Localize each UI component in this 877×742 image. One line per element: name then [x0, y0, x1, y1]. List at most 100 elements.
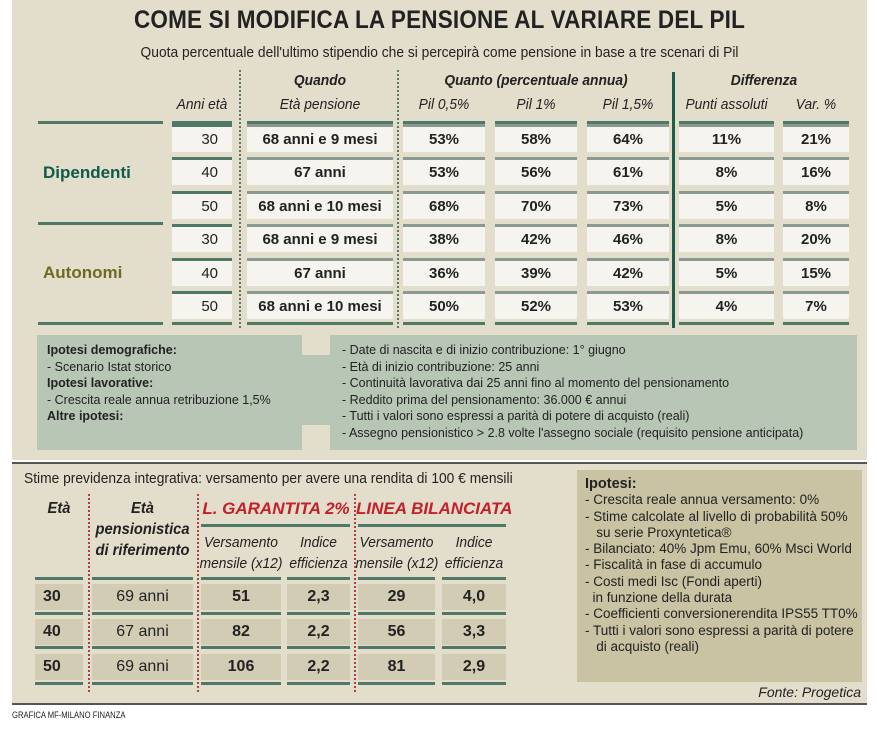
header-rule: [783, 121, 849, 124]
column-separator: [88, 494, 90, 692]
header-differenza: Differenza: [730, 72, 798, 89]
header-rule: [201, 524, 350, 527]
row-rule: [442, 612, 506, 615]
table-cell: 53%: [403, 157, 485, 186]
header-versamento: Versamento: [359, 534, 434, 551]
ipotesi-line: - Costi medi Isc (Fondi aperti): [585, 573, 763, 589]
row-rule: [358, 646, 435, 649]
header-indice: Indice: [300, 534, 337, 551]
hypothesis-line: - Date di nascita e di inizio contribuzi…: [342, 343, 626, 357]
group-rule: [38, 222, 163, 225]
bottom-rule: [587, 322, 669, 325]
hypothesis-line: - Crescita reale annua retribuzione 1,5%: [47, 392, 271, 407]
ipotesi-box: Ipotesi: - Crescita reale annua versamen…: [577, 470, 862, 682]
table-cell: 68 anni e 9 mesi: [247, 124, 393, 152]
table-cell: 82: [201, 619, 281, 645]
row-rule: [442, 682, 506, 685]
table-cell: 15%: [783, 257, 849, 286]
column-header: Var. %: [795, 96, 837, 113]
row-rule: [201, 646, 281, 649]
row-rule: [92, 612, 193, 615]
column-header: Pil 1,5%: [602, 96, 654, 113]
credit-label: GRAFICA MF-MILANO FINANZA: [12, 710, 126, 720]
hypothesis-line: Altre ipotesi:: [47, 409, 124, 423]
hypothesis-line: Ipotesi lavorative:: [47, 376, 154, 390]
header-linea-garantita: L. GARANTITA 2%: [202, 499, 350, 518]
header-rule: [38, 121, 163, 124]
page-subtitle: Quota percentuale dell'ultimo stipendio …: [140, 44, 739, 61]
column-header: Età pensione: [279, 96, 361, 113]
row-rule: [287, 577, 350, 580]
bottom-rule: [679, 322, 774, 325]
header-quanto: Quanto (percentuale annua): [444, 72, 628, 89]
ipotesi-title: Ipotesi:: [585, 476, 637, 492]
header-versamento: mensile (x12): [355, 555, 439, 572]
bottom-rule: [247, 322, 393, 325]
table-cell: 50: [35, 654, 83, 680]
header-rule: [495, 121, 577, 124]
column-header: Pil 0,5%: [418, 96, 470, 113]
row-rule: [35, 682, 83, 685]
hypothesis-line: - Assegno pensionistico > 2.8 volte l'as…: [342, 425, 804, 440]
header-eta-pensionistica: di riferimento: [95, 542, 190, 559]
column-header: Pil 1%: [516, 96, 556, 113]
table-cell: 42%: [495, 224, 577, 253]
row-rule: [201, 577, 281, 580]
table-cell: 50%: [403, 291, 485, 319]
row-rule: [201, 682, 281, 685]
table-cell: 68 anni e 10 mesi: [247, 291, 393, 319]
source-label: Fonte: Progetica: [758, 684, 861, 700]
hypotheses-right: - Date di nascita e di inizio contribuzi…: [330, 335, 857, 450]
table-cell: 8%: [679, 157, 774, 186]
bottom-rule: [495, 322, 577, 325]
bottom-rule: [403, 322, 485, 325]
header-quando: Quando: [293, 72, 347, 89]
ipotesi-line: - Bilanciato: 40% Jpm Emu, 60% Msci Worl…: [585, 541, 852, 557]
table-cell: 56%: [495, 157, 577, 186]
row-rule: [287, 682, 350, 685]
hypothesis-line: - Età di inizio contribuzione: 25 anni: [342, 359, 540, 374]
hypothesis-line: - Reddito prima del pensionamento: 36.00…: [342, 392, 627, 407]
table-cell: 36%: [403, 257, 485, 286]
table-cell: 11%: [679, 124, 774, 152]
hypothesis-line: - Scenario Istat storico: [47, 359, 172, 374]
table-cell: 4,0: [442, 584, 506, 610]
table-cell: 51: [201, 584, 281, 610]
page-title: COME SI MODIFICA LA PENSIONE AL VARIARE …: [133, 6, 746, 34]
table-cell: 69 anni: [92, 584, 193, 610]
header-versamento: Versamento: [204, 534, 278, 551]
hypothesis-line: - Tutti i valori sono espressi a parità …: [342, 409, 690, 423]
table-cell: 2,2: [287, 619, 350, 645]
column-separator: [354, 494, 356, 692]
table-cell: 30: [35, 584, 83, 610]
table-cell: 3,3: [442, 619, 506, 645]
table-cell: 67 anni: [92, 619, 193, 645]
header-rule: [403, 121, 485, 124]
table-cell: 8%: [679, 224, 774, 253]
hypothesis-line: Ipotesi demografiche:: [47, 343, 177, 357]
table-cell: 20%: [783, 224, 849, 253]
bottom-rule: [783, 322, 849, 325]
table-cell: 21%: [783, 124, 849, 152]
ipotesi-line: di acquisto (reali): [585, 638, 700, 654]
table-cell: 53%: [587, 291, 669, 319]
table-cell: 7%: [783, 291, 849, 319]
table-cell: 40: [35, 619, 83, 645]
table-cell: 53%: [403, 124, 485, 152]
row-rule: [287, 646, 350, 649]
row-rule: [201, 612, 281, 615]
row-rule: [358, 577, 435, 580]
table-cell: 70%: [495, 190, 577, 219]
header-versamento: mensile (x12): [199, 555, 283, 572]
header-indice: efficienza: [444, 555, 504, 572]
row-rule: [358, 612, 435, 615]
table-cell: 5%: [679, 190, 774, 219]
table-cell: 46%: [587, 224, 669, 253]
row-rule: [287, 612, 350, 615]
table-cell: 30: [172, 224, 232, 253]
header-rule: [679, 121, 774, 124]
row-rule: [92, 646, 193, 649]
header-rule: [587, 121, 669, 124]
column-separator: [239, 70, 241, 328]
